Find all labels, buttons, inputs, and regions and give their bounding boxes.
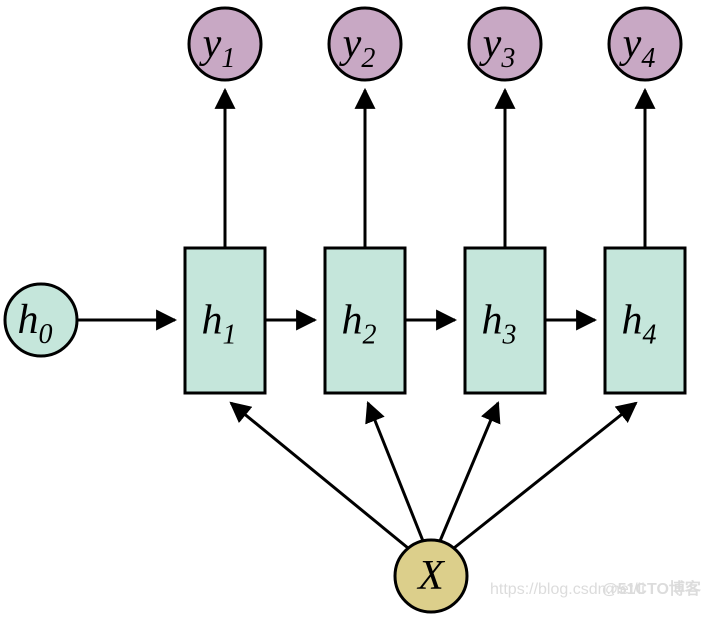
edge-X-h1: [231, 403, 408, 548]
node-y2: y2: [329, 8, 401, 80]
node-y3: y3: [469, 8, 541, 80]
nodes-layer: h0 h1 h2 h3 h4 y1 y2 y3 y4 X: [5, 8, 685, 612]
node-y4: y4: [609, 8, 681, 80]
node-h0: h0: [5, 284, 77, 356]
edge-X-h4: [454, 403, 636, 548]
node-h4: h4: [605, 248, 685, 393]
node-X: X: [395, 540, 467, 612]
watermark-suffix: @51CTO博客: [602, 579, 702, 598]
node-h2: h2: [325, 248, 405, 393]
node-h1: h1: [185, 248, 265, 393]
node-y1: y1: [189, 8, 261, 80]
rnn-diagram: h0h1h2h3h4y1y2y3y4X https://blog.csdn.ne…: [0, 0, 720, 623]
label-X: X: [416, 553, 446, 599]
node-h3: h3: [465, 248, 545, 393]
